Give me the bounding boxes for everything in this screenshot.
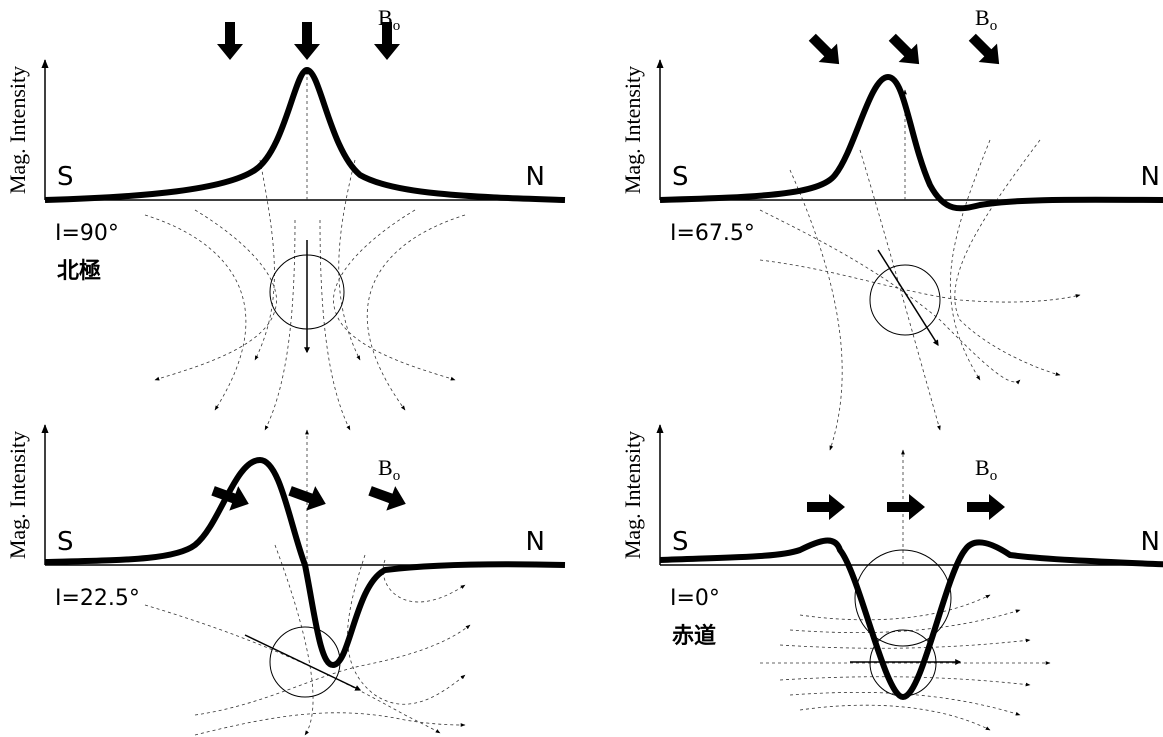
field-line	[145, 215, 246, 410]
anomaly-curve	[660, 77, 1163, 208]
field-line	[195, 713, 465, 735]
field-line	[760, 260, 1080, 302]
field-line	[950, 140, 990, 380]
field-label-sub: o	[990, 18, 998, 34]
field-arrow	[217, 22, 243, 60]
field-label: Bo	[975, 5, 997, 34]
north-label: N	[1141, 527, 1160, 557]
field-label-base: B	[975, 5, 990, 30]
south-label: S	[672, 527, 689, 557]
field-arrow	[366, 479, 411, 516]
panel: Mag. Intensity S N Bo I=90° 北極	[5, 5, 565, 430]
field-line	[195, 625, 470, 715]
field-line	[790, 170, 842, 450]
field-arrow	[967, 494, 1005, 520]
south-label: S	[57, 162, 74, 192]
magnetization-vector	[245, 635, 360, 690]
field-label-base: B	[378, 5, 393, 30]
field-line	[339, 160, 360, 360]
inclination-label: I=22.5°	[55, 586, 140, 611]
field-arrow	[294, 22, 320, 60]
panel: Mag. Intensity S N Bo I=67.5°	[620, 5, 1163, 450]
field-line	[800, 595, 990, 620]
field-line	[800, 705, 990, 730]
south-label: S	[57, 527, 74, 557]
field-line	[760, 210, 1020, 382]
magnetization-vector	[878, 250, 938, 345]
field-arrow	[883, 28, 928, 73]
field-arrow	[807, 494, 845, 520]
field-arrow	[887, 494, 925, 520]
field-line	[333, 210, 455, 380]
diagram: Mag. Intensity S N Bo I=90° 北極 Mag. Intensity S…	[0, 0, 1163, 737]
field-line	[860, 150, 940, 430]
field-label: Bo	[975, 455, 997, 484]
y-axis-label: Mag. Intensity	[5, 431, 30, 559]
field-arrow	[803, 28, 848, 73]
magnetized-body	[870, 265, 940, 335]
inclination-label: I=90°	[55, 221, 119, 246]
panel: Mag. Intensity S N Bo I=22.5°	[5, 425, 565, 735]
y-axis-label: Mag. Intensity	[5, 66, 30, 194]
panel: Mag. Intensity S N Bo I=0° 赤道	[620, 425, 1163, 730]
field-label: Bo	[378, 455, 400, 484]
field-line	[780, 677, 1030, 685]
anomaly-curve	[45, 70, 565, 200]
north-label: N	[526, 162, 545, 192]
field-label-base: B	[378, 455, 393, 480]
field-line	[348, 555, 466, 704]
field-line	[790, 610, 1020, 633]
inclination-label: I=67.5°	[670, 221, 755, 246]
field-label: Bo	[378, 5, 400, 34]
anomaly-curve	[660, 541, 1163, 697]
y-axis-label: Mag. Intensity	[620, 431, 645, 559]
field-arrow	[286, 479, 331, 516]
north-label: N	[526, 527, 545, 557]
y-axis-label: Mag. Intensity	[620, 66, 645, 194]
field-arrow	[963, 28, 1008, 73]
field-line	[145, 605, 440, 733]
north-label: N	[1141, 162, 1160, 192]
field-label-sub: o	[393, 468, 401, 484]
inclination-label: I=0°	[670, 586, 720, 611]
field-label-base: B	[975, 455, 990, 480]
field-line	[955, 140, 1060, 375]
field-label-sub: o	[393, 18, 401, 34]
field-line	[155, 210, 277, 380]
field-line	[780, 640, 1030, 648]
anomaly-curve	[45, 460, 565, 665]
field-line	[367, 215, 465, 410]
location-label: 北極	[57, 258, 101, 284]
field-label-sub: o	[990, 468, 998, 484]
south-label: S	[672, 162, 689, 192]
location-label: 赤道	[672, 623, 716, 649]
